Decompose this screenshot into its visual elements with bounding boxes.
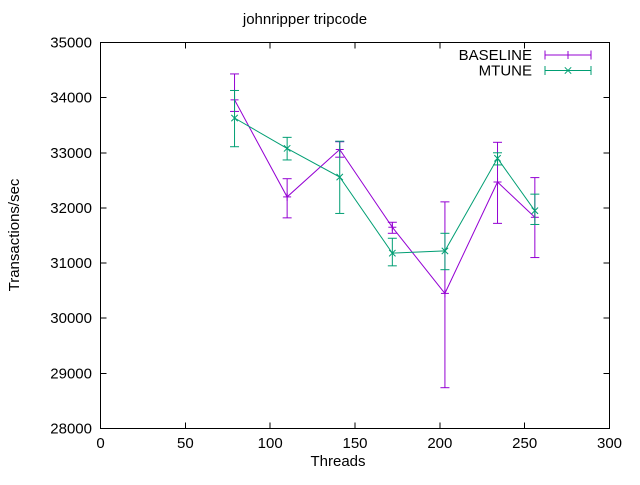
data-point-cross bbox=[283, 144, 291, 152]
y-tick-label: 32000 bbox=[50, 200, 92, 217]
series-mtune bbox=[230, 89, 540, 271]
y-tick-label: 34000 bbox=[50, 90, 92, 107]
series-baseline bbox=[230, 73, 540, 389]
y-tick-label: 31000 bbox=[50, 255, 92, 272]
data-point-plus bbox=[388, 223, 397, 232]
y-tick-label: 35000 bbox=[50, 35, 92, 52]
series-line-mtune bbox=[234, 117, 536, 254]
x-tick-label: 200 bbox=[427, 435, 452, 452]
y-tick-label: 30000 bbox=[50, 310, 92, 327]
x-tick-label: 0 bbox=[96, 435, 104, 452]
error-bar bbox=[387, 237, 397, 267]
data-point-cross bbox=[388, 249, 396, 257]
y-axis-label: Transactions/sec bbox=[6, 178, 23, 291]
y-tick-label: 28000 bbox=[50, 421, 92, 438]
legend-sample-marker-cross bbox=[564, 66, 572, 75]
x-tick-label: 300 bbox=[597, 435, 622, 452]
y-tick-label: 33000 bbox=[50, 145, 92, 162]
data-point-plus bbox=[493, 178, 502, 187]
x-axis-label: Threads bbox=[310, 453, 365, 470]
data-point-cross bbox=[531, 207, 539, 215]
legend-entry-baseline: BASELINE bbox=[459, 47, 592, 64]
axes: 0 50 100 150 200 250 300 28000 29000 30000 31000 32… bbox=[50, 35, 622, 453]
data-point-cross bbox=[230, 114, 239, 122]
x-tick-label: 150 bbox=[342, 435, 367, 452]
x-tick-label: 50 bbox=[177, 435, 194, 452]
y-tick-label: 29000 bbox=[50, 365, 92, 382]
legend-entry-mtune: MTUNE bbox=[479, 63, 592, 80]
data-series bbox=[230, 73, 540, 389]
legend-label-mtune: MTUNE bbox=[479, 63, 532, 80]
error-bar bbox=[530, 193, 540, 225]
legend-label-baseline: BASELINE bbox=[459, 47, 532, 64]
legend-sample-marker-plus bbox=[564, 51, 572, 59]
x-tick-label: 250 bbox=[512, 435, 537, 452]
plot-border bbox=[100, 42, 610, 429]
data-point-plus bbox=[440, 289, 449, 298]
chart-title: johnripper tripcode bbox=[242, 11, 367, 28]
data-point-cross bbox=[336, 173, 344, 181]
x-tick-label: 100 bbox=[258, 435, 283, 452]
series-line-baseline bbox=[234, 99, 536, 295]
data-point-cross bbox=[441, 247, 449, 255]
data-point-cross bbox=[493, 154, 502, 162]
data-point-plus bbox=[283, 192, 292, 201]
